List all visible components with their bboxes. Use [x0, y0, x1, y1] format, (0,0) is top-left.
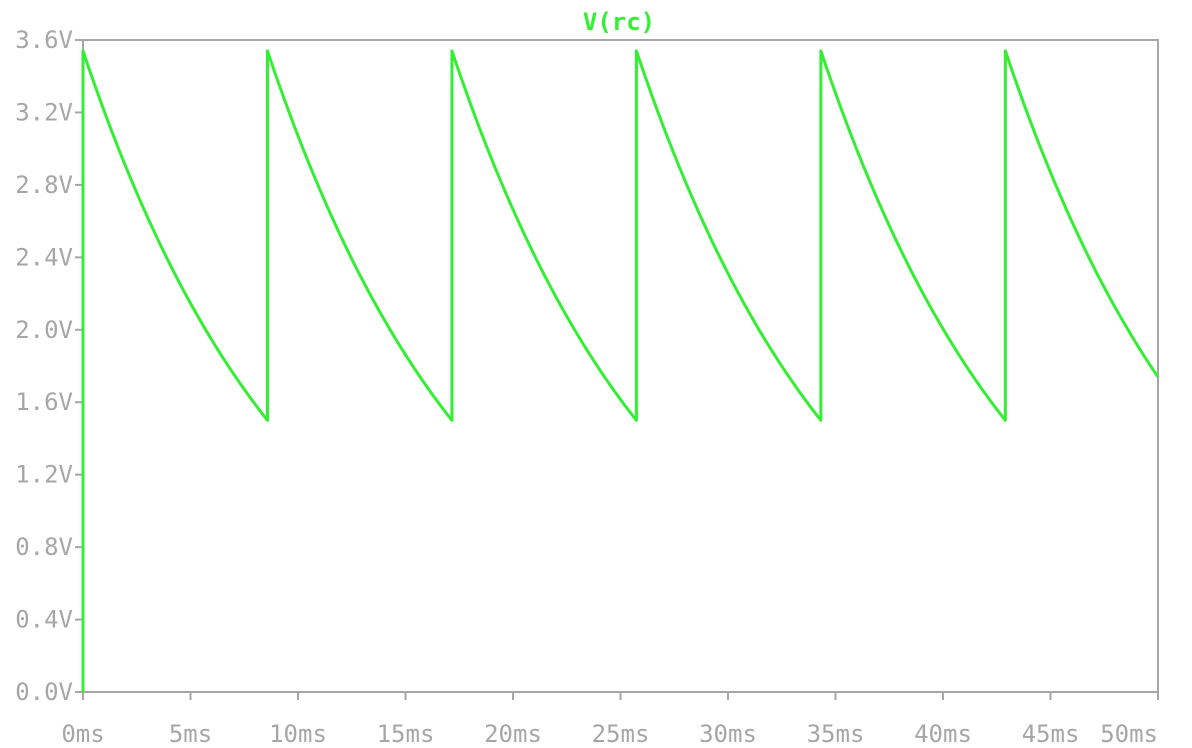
y-tick-label: 0.4V	[15, 606, 73, 634]
y-tick-label: 0.8V	[15, 533, 73, 561]
y-tick-label: 0.0V	[15, 678, 73, 706]
x-tick-label: 5ms	[169, 720, 212, 748]
y-tick-label: 2.0V	[15, 316, 73, 344]
x-tick-label: 10ms	[269, 720, 327, 748]
x-tick-label: 0ms	[61, 720, 104, 748]
y-tick-label: 1.6V	[15, 388, 73, 416]
trace-v-rc	[81, 49, 1160, 692]
x-tick-label: 15ms	[377, 720, 435, 748]
chart-title: V(rc)	[583, 8, 655, 36]
y-tick-label: 2.8V	[15, 171, 73, 199]
y-tick-label: 1.2V	[15, 461, 73, 489]
x-tick-label: 35ms	[807, 720, 865, 748]
y-tick-label: 2.4V	[15, 243, 73, 271]
x-tick-label: 40ms	[914, 720, 972, 748]
plot-frame	[82, 39, 1159, 693]
x-tick-label: 50ms	[1100, 720, 1158, 748]
x-axis-ticks: 0ms 5ms 10ms 15ms 20ms 25ms 30ms 35ms 40ms 45ms 50…	[61, 692, 1159, 748]
trace-layer	[81, 49, 1160, 692]
x-tick-label: 20ms	[484, 720, 542, 748]
y-tick-label: 3.2V	[15, 98, 73, 126]
y-axis-ticks: 0.0V 0.4V 0.8V 1.2V 1.6V 2.0V 2.4V 2.8V 3.2V 3.6V	[15, 26, 83, 706]
y-tick-label: 3.6V	[15, 26, 73, 54]
x-tick-label: 25ms	[592, 720, 650, 748]
x-tick-label: 45ms	[1022, 720, 1080, 748]
x-tick-label: 30ms	[699, 720, 757, 748]
